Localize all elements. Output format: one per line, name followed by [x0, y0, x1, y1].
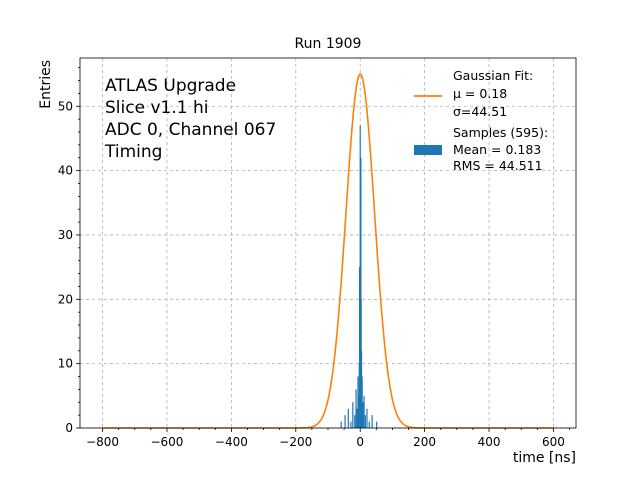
x-tick-label: −200 — [279, 435, 312, 449]
histogram-bar — [352, 402, 354, 428]
x-tick-label: 600 — [542, 435, 565, 449]
legend: Gaussian Fit: μ = 0.18 σ=44.51 Samples (… — [414, 68, 548, 173]
y-axis-label: Entries — [38, 60, 54, 109]
y-tick-label: 30 — [58, 228, 73, 242]
histogram-bar — [363, 395, 365, 428]
x-tick-label: 0 — [356, 435, 364, 449]
annotation-line-2: Slice v1.1 hi — [105, 98, 208, 118]
histogram-bar — [364, 415, 366, 428]
legend-fit-sigma: σ=44.51 — [453, 104, 507, 119]
legend-histogram-mean: Mean = 0.183 — [453, 142, 541, 157]
x-tick-label: 400 — [478, 435, 501, 449]
annotation-block: ATLAS Upgrade Slice v1.1 hi ADC 0, Chann… — [104, 76, 276, 162]
histogram-bar — [357, 376, 359, 428]
histogram-bar — [366, 408, 368, 428]
axis-ticks: −800 −600 −400 −200 0 200 400 600 0 10 20 30 40 50 — [58, 67, 570, 449]
plot-area — [80, 58, 576, 428]
histogram-bar — [362, 402, 364, 428]
y-tick-label: 40 — [58, 164, 73, 178]
histogram-bar — [360, 350, 363, 428]
histogram-bar — [361, 376, 363, 428]
histogram-bar — [371, 415, 373, 428]
histogram-bar — [354, 415, 356, 428]
histogram-bars — [340, 125, 378, 428]
histogram-bar — [376, 421, 378, 428]
annotation-line-4: Timing — [104, 142, 162, 162]
y-tick-label: 20 — [58, 292, 73, 306]
histogram-bar — [344, 415, 346, 428]
x-tick-label: −400 — [215, 435, 248, 449]
y-tick-label: 50 — [58, 99, 73, 113]
histogram-bar — [360, 157, 362, 428]
grid-lines — [80, 58, 576, 429]
x-tick-label: 200 — [413, 435, 436, 449]
x-axis-label: time [ns] — [513, 450, 576, 466]
y-tick-label: 10 — [58, 357, 73, 371]
legend-histogram-rms: RMS = 44.511 — [453, 158, 543, 173]
histogram-bar — [356, 408, 358, 428]
annotation-line-3: ADC 0, Channel 067 — [105, 120, 276, 140]
x-tick-label: −800 — [86, 435, 119, 449]
x-tick-label: −600 — [150, 435, 183, 449]
legend-fit-label: Gaussian Fit: — [453, 68, 533, 83]
annotation-line-1: ATLAS Upgrade — [105, 76, 236, 96]
histogram-bar — [358, 395, 360, 428]
histogram-bar — [347, 408, 349, 428]
legend-histogram-label: Samples (595): — [453, 125, 548, 140]
histogram-bar — [350, 421, 352, 428]
y-tick-label: 0 — [65, 421, 73, 435]
chart-title: Run 1909 — [295, 36, 362, 52]
histogram-bar — [355, 389, 357, 428]
histogram-bar — [340, 421, 342, 428]
legend-histogram-swatch — [414, 145, 442, 155]
legend-fit-mu: μ = 0.18 — [453, 86, 507, 101]
histogram-bar — [368, 421, 370, 428]
